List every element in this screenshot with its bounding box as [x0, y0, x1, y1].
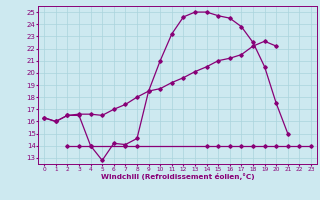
X-axis label: Windchill (Refroidissement éolien,°C): Windchill (Refroidissement éolien,°C): [101, 173, 254, 180]
